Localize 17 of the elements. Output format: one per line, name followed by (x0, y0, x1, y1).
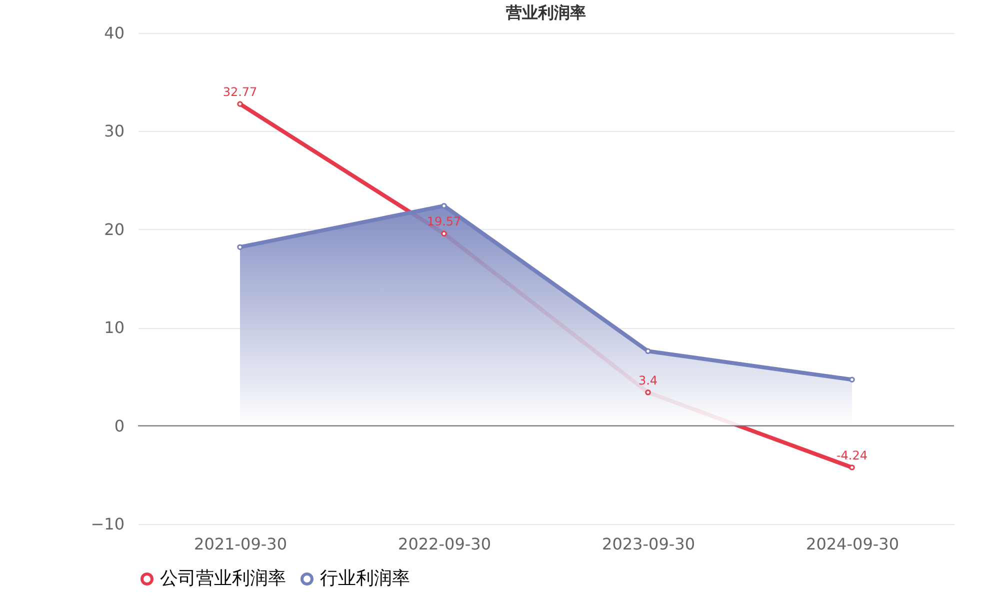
legend-label: 公司营业利润率 (160, 568, 286, 589)
y-tick-label: 40 (104, 24, 124, 42)
y-tick-label: −10 (90, 514, 124, 534)
y-tick-label: 10 (104, 318, 124, 338)
x-tick-label: 2024-09-30 (806, 534, 899, 554)
data-label: 32.77 (222, 85, 258, 99)
x-tick-label: 2022-09-30 (398, 534, 491, 554)
legend-label: 行业利润率 (320, 568, 410, 589)
chart-title: 营业利润率 (505, 3, 586, 22)
y-tick-label: 20 (104, 220, 124, 239)
data-label: 19.57 (426, 214, 462, 229)
data-label: 3.4 (638, 373, 658, 388)
x-tick-label: 2023-09-30 (602, 534, 695, 554)
data-label: -4.24 (836, 448, 868, 462)
x-tick-label: 2021-09-30 (194, 534, 287, 554)
y-tick-label: 30 (104, 122, 124, 141)
y-tick-label: 0 (114, 416, 124, 436)
